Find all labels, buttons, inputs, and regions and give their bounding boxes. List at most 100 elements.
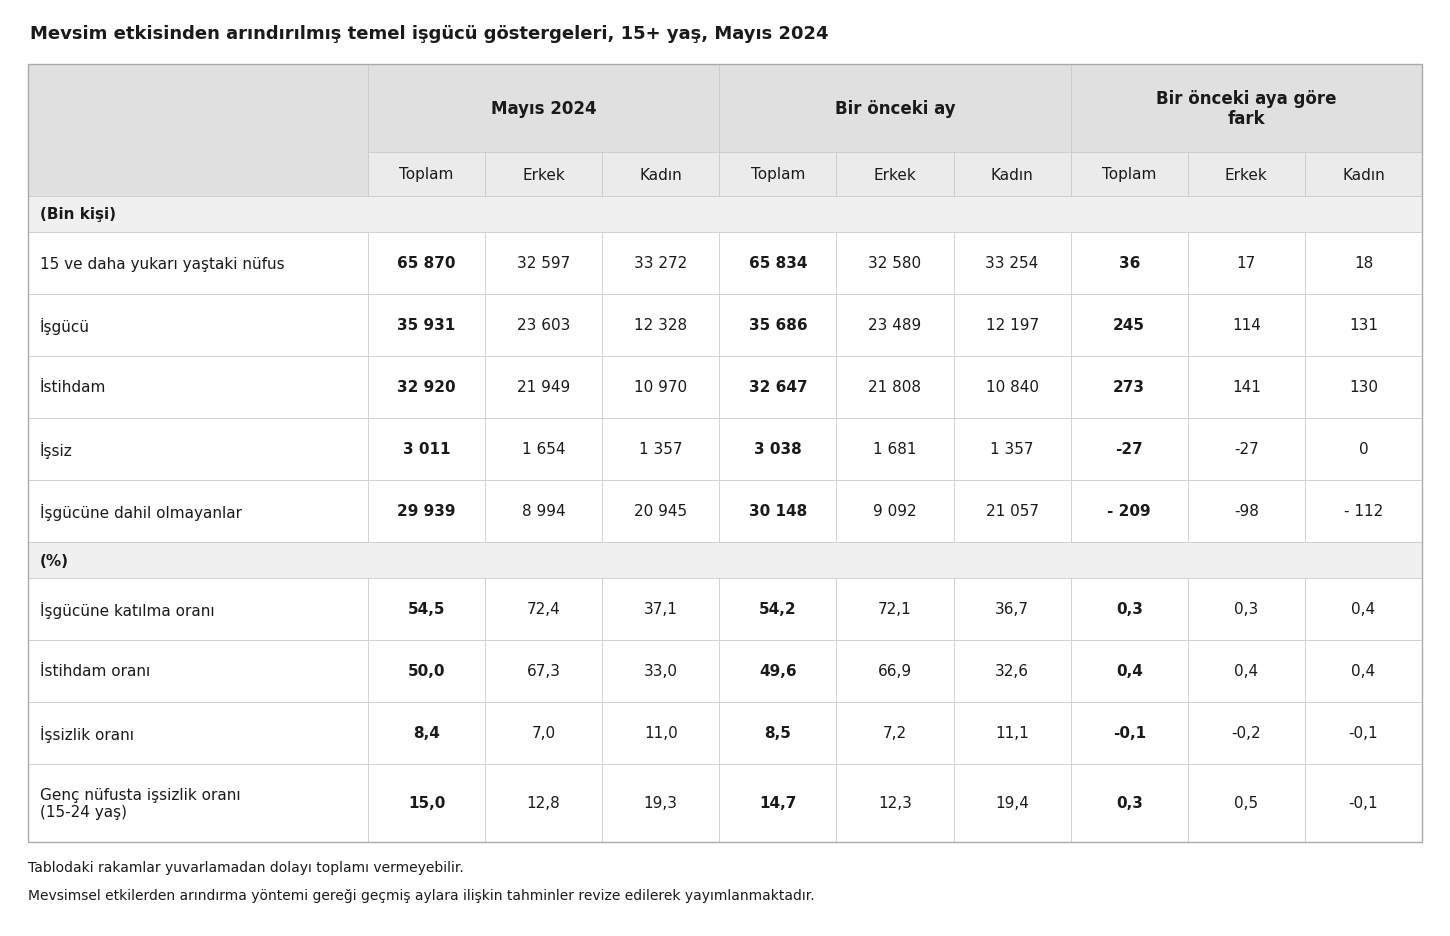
Text: 21 808: 21 808 [869,380,922,395]
Bar [368,295,486,357]
Bar [719,65,1070,153]
Bar [28,640,368,702]
Text: 1 681: 1 681 [873,442,916,457]
Text: 15 ve daha yukarı yaştaki nüfus: 15 ve daha yukarı yaştaki nüfus [41,256,284,271]
Text: 10 840: 10 840 [986,380,1038,395]
Bar [368,702,486,764]
Bar [602,640,719,702]
Text: 32 920: 32 920 [397,380,455,395]
Text: 1 357: 1 357 [639,442,683,457]
Text: -27: -27 [1234,442,1259,457]
Text: 72,4: 72,4 [526,602,561,617]
Bar [954,578,1070,640]
Text: 0,3: 0,3 [1116,602,1143,617]
Text: İstihdam: İstihdam [41,380,106,395]
Text: 10 970: 10 970 [634,380,687,395]
Bar [719,295,837,357]
Text: - 112: - 112 [1344,504,1383,519]
Bar [1070,640,1188,702]
Bar [486,357,602,418]
Bar [602,418,719,480]
Bar [486,764,602,842]
Text: 29 939: 29 939 [397,504,455,519]
Text: 54,2: 54,2 [760,602,796,617]
Text: Mayıs 2024: Mayıs 2024 [492,100,596,118]
Text: (Bin kişi): (Bin kişi) [41,207,116,222]
Text: 8,5: 8,5 [764,725,792,740]
Text: 0,4: 0,4 [1234,664,1259,679]
Text: 33,0: 33,0 [644,664,677,679]
Bar [602,764,719,842]
Bar [1188,480,1305,543]
Text: 37,1: 37,1 [644,602,677,617]
Text: -0,2: -0,2 [1231,725,1262,740]
Text: Toplam: Toplam [399,168,454,183]
Text: 49,6: 49,6 [760,664,796,679]
Bar [486,418,602,480]
Bar [368,764,486,842]
Text: 1 654: 1 654 [522,442,566,457]
Bar [1305,480,1422,543]
Text: İşgücüne katılma oranı: İşgücüne katılma oranı [41,601,215,618]
Bar [1305,233,1422,295]
Text: İşgücü: İşgücü [41,317,90,334]
Bar [602,233,719,295]
Text: Bir önceki ay: Bir önceki ay [835,100,956,118]
Bar [368,233,486,295]
Text: Kadın: Kadın [1343,168,1385,183]
Text: 72,1: 72,1 [879,602,912,617]
Bar [1070,702,1188,764]
Bar [368,640,486,702]
Bar [1188,233,1305,295]
Text: Kadın: Kadın [990,168,1034,183]
Bar [28,702,368,764]
Text: Toplam: Toplam [751,168,805,183]
Text: Bir önceki aya göre
fark: Bir önceki aya göre fark [1156,90,1337,128]
Bar [1070,295,1188,357]
Text: 273: 273 [1114,380,1146,395]
Text: - 209: - 209 [1108,504,1151,519]
Bar [719,357,837,418]
Bar [1305,357,1422,418]
Bar [954,480,1070,543]
Bar [837,640,954,702]
Bar [837,418,954,480]
Text: 50,0: 50,0 [407,664,445,679]
Text: 11,0: 11,0 [644,725,677,740]
Text: 12,3: 12,3 [879,796,912,811]
Bar [1070,65,1422,153]
Text: 15,0: 15,0 [407,796,445,811]
Bar [1188,702,1305,764]
Bar [837,480,954,543]
Bar [719,764,837,842]
Bar [1188,578,1305,640]
Bar [837,295,954,357]
Text: (%): (%) [41,553,70,568]
Bar [1305,295,1422,357]
Bar [1070,233,1188,295]
Bar [602,702,719,764]
Text: 7,2: 7,2 [883,725,908,740]
Bar [1305,640,1422,702]
Text: 36: 36 [1118,256,1140,271]
Bar [954,764,1070,842]
Bar [486,578,602,640]
Text: 65 834: 65 834 [748,256,808,271]
Bar [1188,153,1305,197]
Text: 19,3: 19,3 [644,796,677,811]
Bar [486,702,602,764]
Text: 3 011: 3 011 [403,442,451,457]
Text: Kadın: Kadın [639,168,682,183]
Bar [602,295,719,357]
Text: 32 580: 32 580 [869,256,922,271]
Bar [1305,764,1422,842]
Text: 12 328: 12 328 [634,318,687,333]
Bar [1070,578,1188,640]
Bar [719,153,837,197]
Text: Erkek: Erkek [522,168,566,183]
Text: 0,4: 0,4 [1351,664,1376,679]
Bar [486,640,602,702]
Bar [28,418,368,480]
Text: 3 038: 3 038 [754,442,802,457]
Bar [719,578,837,640]
